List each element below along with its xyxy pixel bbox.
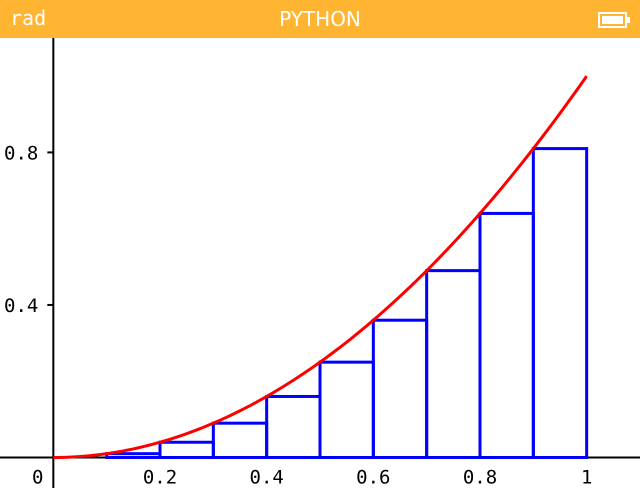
x-tick-label: 0.2 <box>143 466 177 488</box>
curve-layer <box>53 75 588 459</box>
angle-mode-indicator: rad <box>10 6 47 30</box>
riemann-rectangle <box>105 452 162 459</box>
status-bar: rad PYTHON <box>0 0 640 38</box>
x-tick-label: 0.4 <box>250 466 284 488</box>
riemann-rectangle <box>158 440 215 459</box>
y-tick-label: 0.8 <box>4 142 38 164</box>
riemann-rectangle <box>318 360 375 459</box>
riemann-rectangle <box>211 421 269 459</box>
battery-icon <box>598 12 630 28</box>
origin-label: 0 <box>32 466 43 488</box>
tick-marks <box>47 151 588 458</box>
app-title: PYTHON <box>279 7 361 31</box>
y-tick-label: 0.4 <box>4 295 38 317</box>
x-tick-label: 0.8 <box>463 466 497 488</box>
riemann-rectangle <box>531 147 589 459</box>
x-tick-label: 1 <box>581 466 592 488</box>
riemann-rectangle <box>425 269 482 459</box>
riemann-rectangle <box>265 394 322 459</box>
riemann-rectangle <box>478 211 535 459</box>
riemann-rectangles <box>105 147 589 459</box>
plot-area: 0.2 0.4 0.6 0.8 1 0.4 0.8 0 <box>0 38 640 488</box>
x-tick-label: 0.6 <box>356 466 390 488</box>
riemann-rectangle <box>371 318 429 459</box>
tick-labels: 0.2 0.4 0.6 0.8 1 0.4 0.8 0 <box>4 142 592 488</box>
curve-x-squared <box>53 75 588 459</box>
